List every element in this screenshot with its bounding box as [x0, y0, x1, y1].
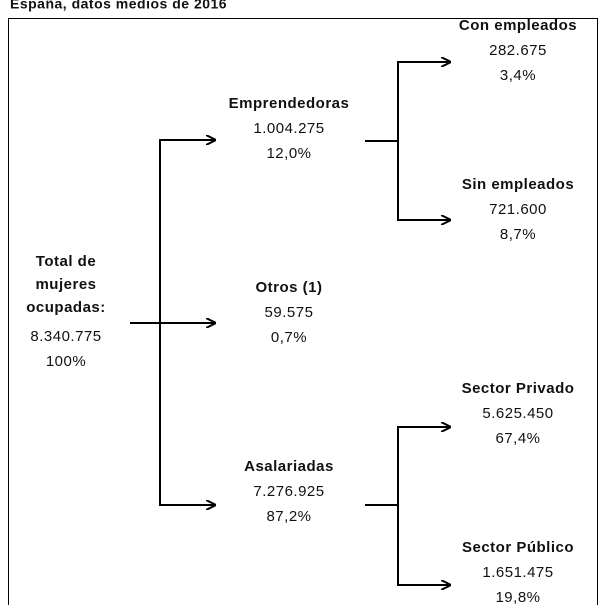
node-percent: 100% — [46, 353, 86, 370]
node-label: Sin empleados — [462, 176, 574, 193]
node-label: Otros (1) — [255, 279, 322, 296]
node-value: 59.575 — [265, 304, 314, 321]
node-value: 7.276.925 — [253, 483, 324, 500]
node-label: Total de — [36, 253, 96, 270]
node-percent: 87,2% — [266, 508, 311, 525]
node-value: 1.004.275 — [253, 120, 324, 137]
node-percent: 0,7% — [271, 329, 307, 346]
node-label: Sector Privado — [462, 380, 575, 397]
node-percent: 67,4% — [495, 430, 540, 447]
frame — [8, 18, 598, 605]
node-value: 5.625.450 — [482, 405, 553, 422]
node-percent: 12,0% — [266, 145, 311, 162]
node-label: Asalariadas — [244, 458, 334, 475]
node-percent: 8,7% — [500, 226, 536, 243]
node-label: Emprendedoras — [229, 95, 350, 112]
connectors — [130, 62, 450, 585]
node-percent: 19,8% — [495, 589, 540, 605]
node-label: ocupadas: — [26, 299, 106, 316]
node-value: 1.651.475 — [482, 564, 553, 581]
node-label: mujeres — [35, 276, 96, 293]
title: España, datos medios de 2016 — [10, 0, 227, 12]
node-label: Con empleados — [459, 17, 577, 34]
node-value: 282.675 — [489, 42, 547, 59]
node-value: 721.600 — [489, 201, 547, 218]
node-percent: 3,4% — [500, 67, 536, 84]
node-value: 8.340.775 — [30, 328, 101, 345]
node-label: Sector Público — [462, 539, 574, 556]
